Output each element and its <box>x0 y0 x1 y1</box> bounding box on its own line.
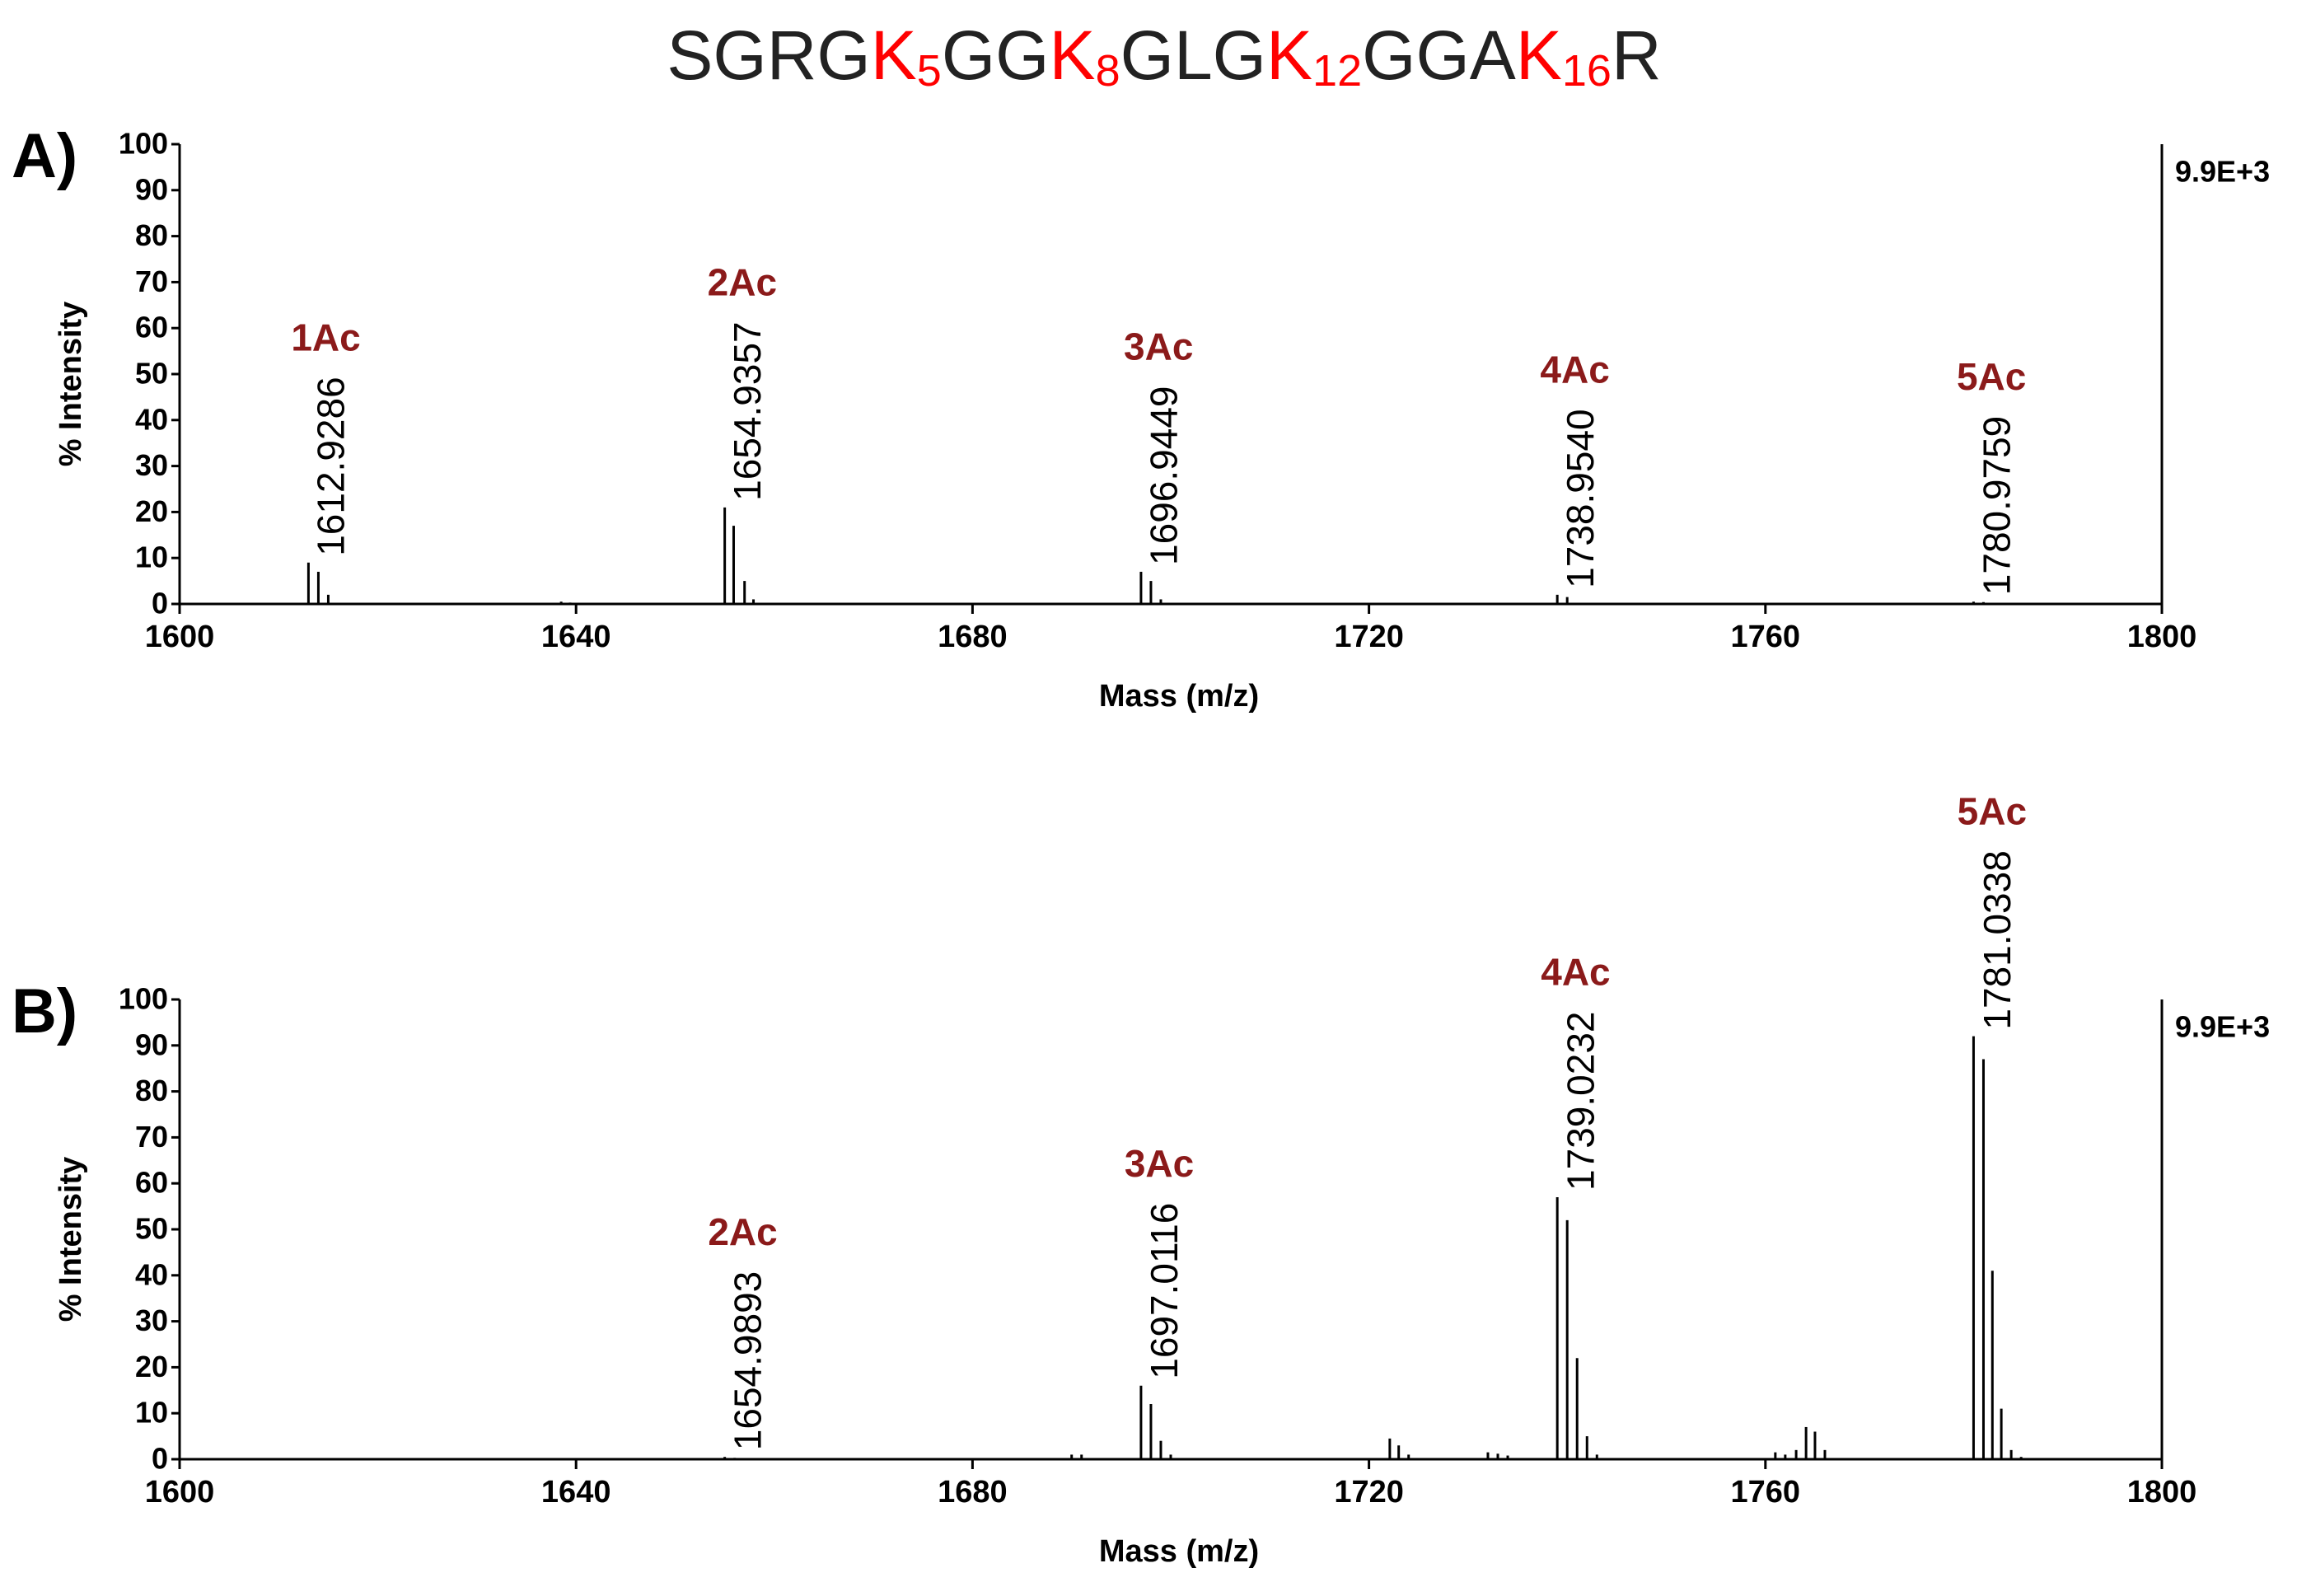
x-tick-label: 1800 <box>2127 620 2197 654</box>
acetylation-tag: 4Ac <box>1540 349 1609 391</box>
peak-mass-label: 1654.9357 <box>726 321 769 500</box>
y-tick-label: 90 <box>135 172 168 206</box>
y-tick-label: 70 <box>135 264 168 298</box>
title-part: K <box>871 16 917 94</box>
y-tick-label: 90 <box>135 1027 168 1061</box>
panel-label: A) <box>12 121 77 191</box>
peak-mass-label: 1697.0116 <box>1143 1203 1186 1379</box>
intensity-label: 9.9E+3 <box>2175 155 2270 189</box>
title-subscript: 16 <box>1562 46 1612 96</box>
x-tick-label: 1640 <box>541 620 611 654</box>
title-subscript: 8 <box>1096 46 1120 96</box>
peak-mass-label: 1612.9286 <box>310 377 353 555</box>
x-axis-label: Mass (m/z) <box>1099 679 1259 714</box>
y-tick-label: 60 <box>135 311 168 344</box>
acetylation-tag: 5Ac <box>1957 355 2026 398</box>
x-tick-label: 1760 <box>1731 620 1801 654</box>
y-tick-label: 80 <box>135 1074 168 1107</box>
title-part: K <box>1516 16 1562 94</box>
acetylation-tag: 2Ac <box>708 261 777 304</box>
panel-label: B) <box>12 976 77 1046</box>
y-tick-label: 30 <box>135 1303 168 1337</box>
x-tick-label: 1600 <box>145 620 215 654</box>
title-subscript: 12 <box>1312 46 1362 96</box>
peak-mass-label: 1654.9893 <box>727 1271 770 1450</box>
y-tick-label: 0 <box>152 587 168 620</box>
y-tick-label: 10 <box>135 1396 168 1430</box>
acetylation-tag: 3Ac <box>1124 325 1193 368</box>
y-tick-label: 20 <box>135 494 168 528</box>
acetylation-tag: 3Ac <box>1125 1142 1194 1185</box>
intensity-label: 9.9E+3 <box>2175 1010 2270 1044</box>
y-tick-label: 40 <box>135 1257 168 1291</box>
title-part: K <box>1266 16 1312 94</box>
x-tick-label: 1720 <box>1334 1475 1404 1509</box>
title-part: K <box>1050 16 1096 94</box>
y-tick-label: 20 <box>135 1350 168 1383</box>
y-tick-label: 50 <box>135 1212 168 1246</box>
title-part: GG <box>942 16 1050 94</box>
y-tick-label: 60 <box>135 1166 168 1200</box>
y-tick-label: 100 <box>119 982 168 1016</box>
y-tick-label: 10 <box>135 541 168 574</box>
figure-title: SGRGK5​GGK8​GLGK12​GGAK16​R <box>667 16 1661 96</box>
y-tick-label: 80 <box>135 218 168 252</box>
peak-mass-label: 1738.9540 <box>1559 409 1602 587</box>
y-tick-label: 100 <box>119 127 168 161</box>
peak-mass-label: 1739.0232 <box>1560 1011 1602 1190</box>
y-tick-label: 70 <box>135 1120 168 1154</box>
acetylation-tag: 5Ac <box>1958 789 2027 832</box>
y-tick-label: 40 <box>135 402 168 436</box>
x-tick-label: 1680 <box>938 1475 1008 1509</box>
y-tick-label: 30 <box>135 448 168 482</box>
x-axis-label: Mass (m/z) <box>1099 1534 1259 1569</box>
y-axis-label: % Intensity <box>54 302 88 467</box>
x-tick-label: 1760 <box>1731 1475 1801 1509</box>
x-tick-label: 1720 <box>1334 620 1404 654</box>
y-tick-label: 0 <box>152 1442 168 1476</box>
x-tick-label: 1600 <box>145 1475 215 1509</box>
title-part: SGRG <box>667 16 870 94</box>
title-part: GGA <box>1362 16 1516 94</box>
y-tick-label: 50 <box>135 357 168 391</box>
peak-mass-label: 1696.9449 <box>1142 386 1185 564</box>
acetylation-tag: 1Ac <box>291 316 360 358</box>
x-tick-label: 1680 <box>938 620 1008 654</box>
x-tick-label: 1800 <box>2127 1475 2197 1509</box>
peak-mass-label: 1780.9759 <box>1975 416 2018 595</box>
title-part: GLG <box>1120 16 1266 94</box>
y-axis-label: % Intensity <box>54 1157 88 1322</box>
acetylation-tag: 4Ac <box>1541 951 1610 994</box>
title-subscript: 5 <box>917 46 942 96</box>
title-part: R <box>1612 16 1662 94</box>
x-tick-label: 1640 <box>541 1475 611 1509</box>
acetylation-tag: 2Ac <box>708 1210 777 1253</box>
peak-mass-label: 1781.0338 <box>1976 850 2019 1029</box>
